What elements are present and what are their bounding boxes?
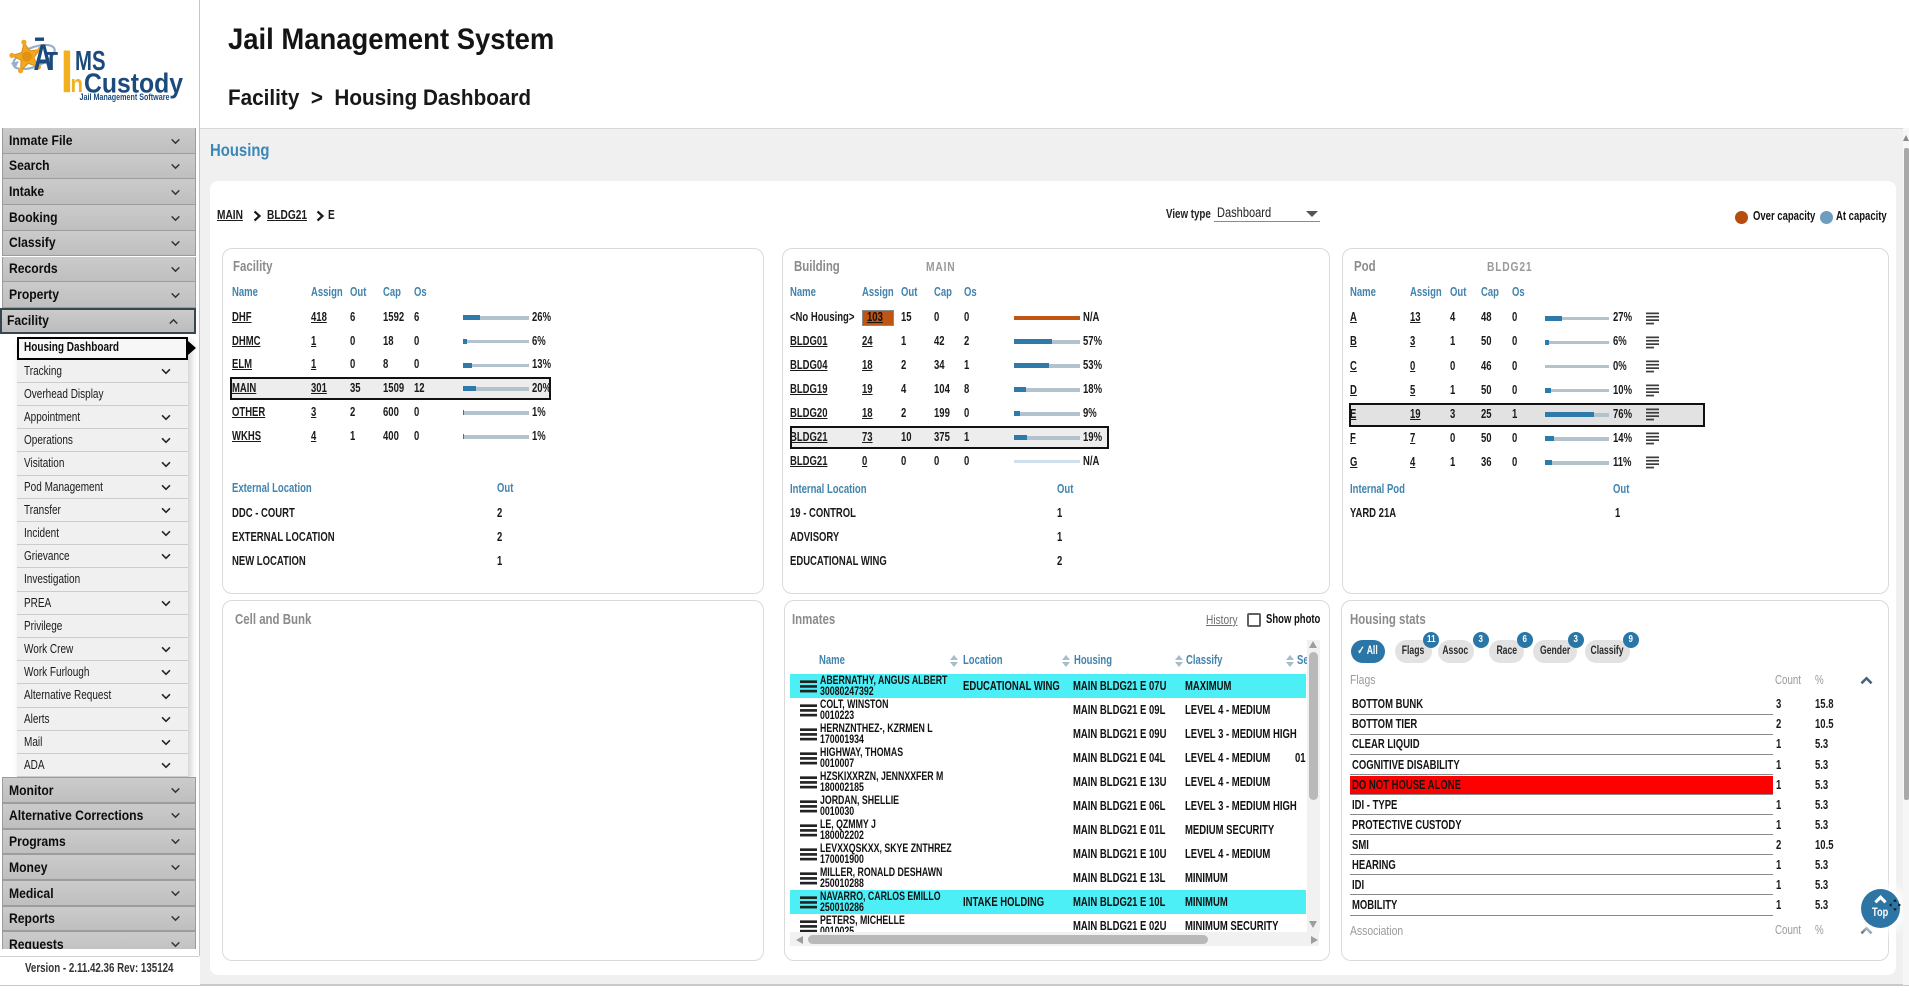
svg-text:Custody: Custody (84, 68, 184, 99)
svg-text:A: A (34, 37, 53, 78)
svg-text:MS: MS (75, 45, 106, 76)
svg-text:T: T (45, 46, 59, 76)
svg-text:n: n (71, 71, 84, 98)
svg-text:Jail Management Software: Jail Management Software (80, 92, 170, 102)
